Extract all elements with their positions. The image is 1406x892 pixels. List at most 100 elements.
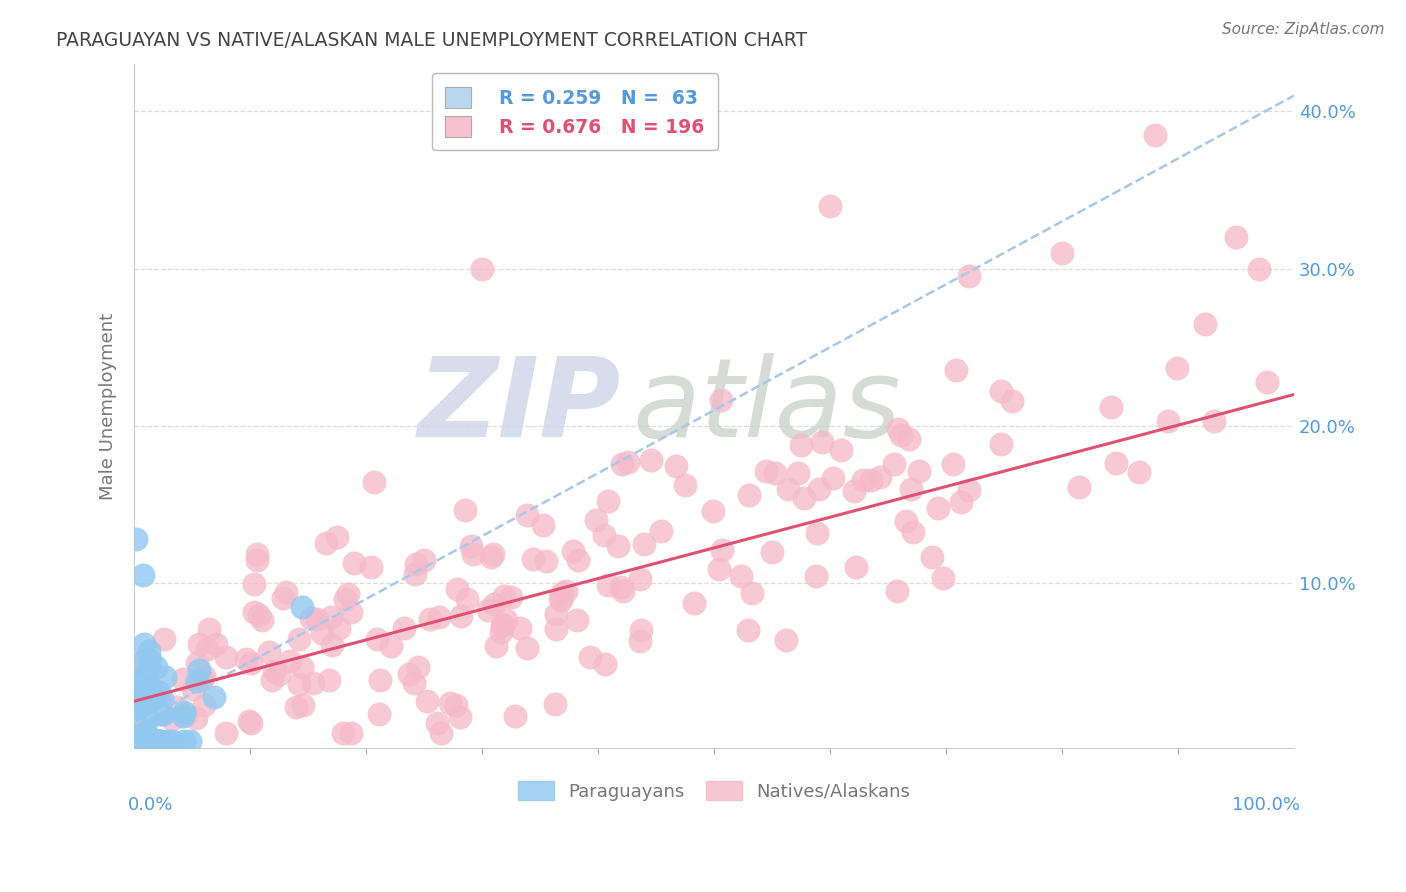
- Point: [567, 553, 589, 567]
- Point: [134, 653, 156, 667]
- Point: [128, 733, 150, 747]
- Point: [278, 654, 301, 668]
- Point: [446, 582, 468, 596]
- Point: [402, 676, 425, 690]
- Point: [593, 528, 616, 542]
- Point: [596, 577, 619, 591]
- Point: [932, 571, 955, 585]
- Point: [190, 672, 212, 686]
- Point: [957, 483, 980, 498]
- Point: [460, 539, 482, 553]
- Point: [818, 199, 841, 213]
- Point: [332, 725, 354, 739]
- Point: [335, 592, 357, 607]
- Point: [682, 596, 704, 610]
- Point: [707, 562, 730, 576]
- Point: [195, 642, 218, 657]
- Point: [1067, 480, 1090, 494]
- Point: [1001, 394, 1024, 409]
- Point: [129, 733, 152, 747]
- Point: [360, 559, 382, 574]
- Point: [136, 702, 159, 716]
- Point: [132, 681, 155, 696]
- Point: [598, 494, 620, 508]
- Point: [136, 731, 159, 745]
- Point: [830, 442, 852, 457]
- Point: [741, 586, 763, 600]
- Point: [702, 503, 724, 517]
- Point: [135, 683, 157, 698]
- Point: [246, 547, 269, 561]
- Point: [494, 590, 516, 604]
- Point: [138, 730, 160, 744]
- Point: [152, 706, 174, 721]
- Point: [482, 597, 505, 611]
- Point: [786, 467, 808, 481]
- Point: [606, 540, 628, 554]
- Point: [499, 591, 522, 605]
- Point: [193, 669, 215, 683]
- Point: [263, 664, 285, 678]
- Point: [363, 475, 385, 489]
- Point: [859, 474, 882, 488]
- Text: 100.0%: 100.0%: [1232, 797, 1301, 814]
- Point: [160, 733, 183, 747]
- Point: [869, 469, 891, 483]
- Point: [174, 708, 197, 723]
- Point: [811, 435, 834, 450]
- Point: [945, 363, 967, 377]
- Point: [1194, 318, 1216, 332]
- Point: [328, 621, 350, 635]
- Point: [990, 384, 1012, 398]
- Point: [152, 632, 174, 646]
- Point: [516, 641, 538, 656]
- Point: [257, 645, 280, 659]
- Text: 0.0%: 0.0%: [128, 797, 173, 814]
- Point: [665, 458, 688, 473]
- Point: [901, 524, 924, 539]
- Point: [149, 733, 172, 747]
- Point: [188, 664, 211, 678]
- Point: [405, 557, 427, 571]
- Point: [291, 599, 314, 614]
- Point: [187, 637, 209, 651]
- Point: [340, 725, 363, 739]
- Point: [284, 699, 307, 714]
- Point: [949, 494, 972, 508]
- Point: [1099, 401, 1122, 415]
- Point: [326, 530, 349, 544]
- Point: [921, 549, 943, 564]
- Point: [146, 733, 169, 747]
- Point: [492, 618, 515, 632]
- Point: [1050, 245, 1073, 260]
- Point: [287, 676, 309, 690]
- Point: [305, 612, 328, 626]
- Point: [394, 621, 416, 635]
- Point: [215, 725, 238, 739]
- Point: [193, 698, 215, 713]
- Point: [166, 700, 188, 714]
- Point: [1128, 465, 1150, 479]
- Point: [485, 639, 508, 653]
- Point: [202, 690, 225, 705]
- Point: [239, 656, 262, 670]
- Text: PARAGUAYAN VS NATIVE/ALASKAN MALE UNEMPLOYMENT CORRELATION CHART: PARAGUAYAN VS NATIVE/ALASKAN MALE UNEMPL…: [56, 31, 807, 50]
- Point: [546, 607, 568, 621]
- Point: [138, 653, 160, 667]
- Point: [124, 708, 146, 723]
- Point: [593, 657, 616, 671]
- Point: [755, 465, 778, 479]
- Point: [128, 689, 150, 703]
- Point: [546, 623, 568, 637]
- Point: [179, 733, 201, 747]
- Point: [129, 733, 152, 747]
- Point: [398, 667, 420, 681]
- Point: [139, 660, 162, 674]
- Point: [311, 626, 333, 640]
- Point: [1166, 361, 1188, 376]
- Point: [186, 656, 208, 670]
- Point: [149, 707, 172, 722]
- Point: [132, 637, 155, 651]
- Point: [132, 669, 155, 683]
- Point: [482, 547, 505, 561]
